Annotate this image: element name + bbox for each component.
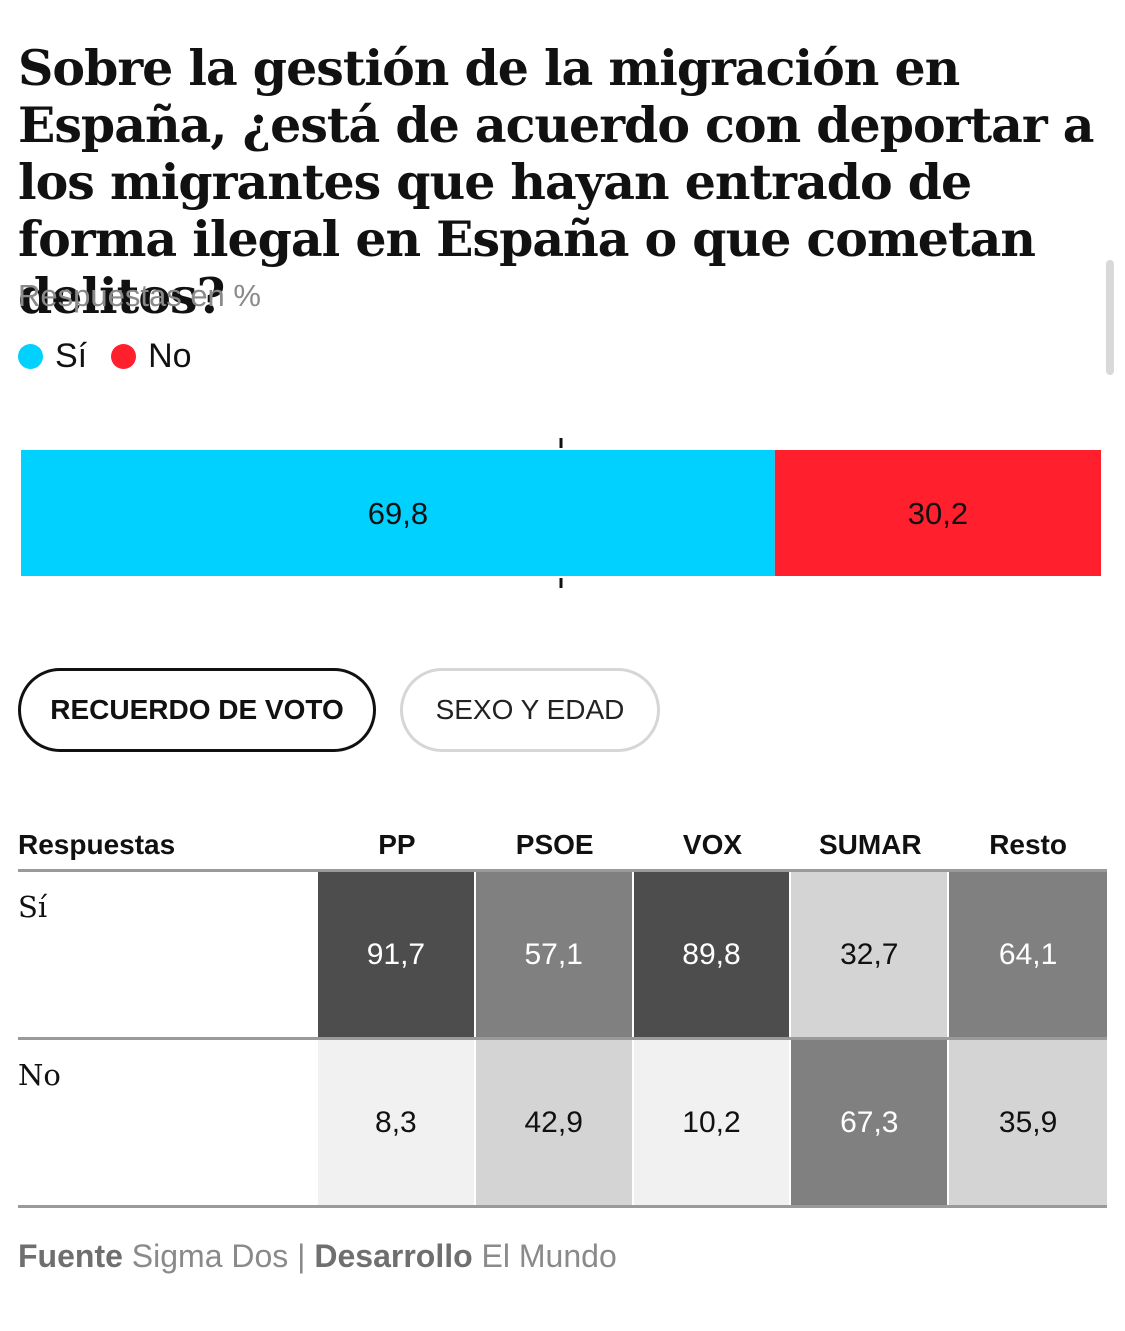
stacked-bar-chart: 69,8 30,2 xyxy=(21,438,1101,588)
footer-dev: El Mundo xyxy=(481,1238,617,1274)
legend-item-no: No xyxy=(111,337,192,376)
header-resto: Resto xyxy=(989,828,1067,860)
footer: Fuente Sigma Dos | Desarrollo El Mundo xyxy=(18,1238,617,1275)
legend-label-no: No xyxy=(148,337,192,375)
header-vox: VOX xyxy=(682,828,743,860)
footer-source: Sigma Dos xyxy=(131,1238,289,1274)
tab-recuerdo-de-voto[interactable]: RECUERDO DE VOTO xyxy=(18,668,376,752)
footer-separator: | xyxy=(297,1238,306,1274)
cell-si-resto: 64,1 xyxy=(949,872,1107,1037)
results-table: Respuestas PP PSOE VOX SUMAR Resto Sí 91… xyxy=(18,820,1107,1208)
scrollbar[interactable] xyxy=(1106,260,1114,375)
legend: Sí No xyxy=(18,337,216,376)
cell-no-resto: 35,9 xyxy=(949,1040,1107,1205)
header-sumar: SUMAR xyxy=(818,828,922,860)
chart-title: Sobre la gestión de la migración en Espa… xyxy=(18,39,1094,325)
cell-si-sumar: 32,7 xyxy=(791,872,948,1037)
header-respuestas: Respuestas xyxy=(18,828,176,860)
header-psoe: PSOE xyxy=(515,828,594,860)
footer-source-label: Fuente xyxy=(18,1238,123,1274)
row-label-no: No xyxy=(18,1058,61,1092)
header-pp: PP xyxy=(378,828,416,860)
bar-segment-no xyxy=(774,450,1101,576)
table-row-no: No 8,3 42,9 10,2 67,3 35,9 xyxy=(18,1040,1107,1208)
bar-segment-si xyxy=(21,450,775,576)
table-row-si: Sí 91,7 57,1 89,8 32,7 64,1 xyxy=(18,872,1107,1040)
tab-sexo-y-edad[interactable]: SEXO Y EDAD xyxy=(400,668,660,752)
row-label-si: Sí xyxy=(18,890,48,924)
cell-no-vox: 10,2 xyxy=(633,1040,790,1205)
bar-label-no: 30,2 xyxy=(908,496,968,531)
chart-subtitle: Respuestas en % xyxy=(18,278,261,313)
legend-item-si: Sí xyxy=(18,337,87,376)
bar-label-si: 69,8 xyxy=(368,496,428,531)
cell-no-pp: 8,3 xyxy=(318,1040,474,1205)
legend-label-si: Sí xyxy=(55,337,88,375)
legend-dot-no xyxy=(111,344,137,369)
cell-si-vox: 89,8 xyxy=(633,872,790,1037)
table-header: Respuestas PP PSOE VOX SUMAR Resto xyxy=(18,820,1107,872)
cell-si-pp: 91,7 xyxy=(318,872,474,1037)
footer-dev-label: Desarrollo xyxy=(314,1238,473,1274)
tab-bar: RECUERDO DE VOTO SEXO Y EDAD xyxy=(18,668,684,752)
legend-dot-si xyxy=(18,344,43,369)
cell-si-psoe: 57,1 xyxy=(475,872,632,1037)
cell-no-sumar: 67,3 xyxy=(791,1040,948,1205)
cell-no-psoe: 42,9 xyxy=(475,1040,632,1205)
